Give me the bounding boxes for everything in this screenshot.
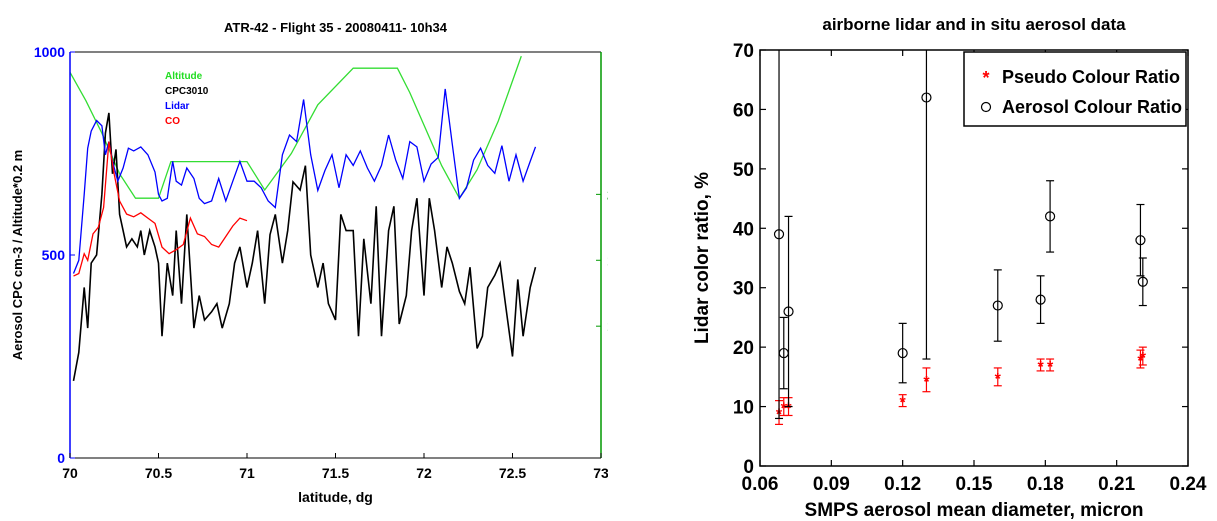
right-y-tick-label: 150 [607,252,608,268]
data-point-star: * [995,371,1002,388]
x-axis-label: SMPS aerosol mean diameter, micron [805,500,1144,521]
left-y-tick-label: 500 [42,247,66,263]
legend-label: Aerosol Colour Ratio [1002,97,1182,117]
right-y-tick-label: 100 [607,318,608,334]
data-point-star: * [781,401,788,418]
legend-marker-star: * [982,68,989,88]
y-tick-label: 40 [733,219,754,240]
y-tick-label: 30 [733,279,754,300]
left-chart-title: ATR-42 - Flight 35 - 20080411- 10h34 [224,20,448,35]
data-point-star: * [1140,350,1147,367]
color-ratio-chart: airborne lidar and in situ aerosol data 0… [692,15,1207,521]
data-point-circle [1135,235,1146,246]
y-tick-label: 10 [733,398,754,419]
legend-label: CO [165,116,180,127]
data-point-circle [1137,276,1148,287]
data-point-circle [783,306,794,317]
series-line-lidar [72,88,537,274]
data-point-circle [921,92,932,103]
x-tick-label: 0.06 [742,474,779,495]
left-y-axis-label: Aerosol CPC cm-3 / Altitude*0.2 m [10,150,25,360]
legend-label: Pseudo Colour Ratio [1002,67,1180,87]
right-y-tick-label: 200 [607,186,608,202]
left-y-tick-label: 0 [57,450,65,466]
data-point-circle [1044,211,1056,222]
legend-label: Lidar [165,101,190,112]
data-point-star: * [1137,353,1144,370]
legend: * Pseudo Colour Ratio Aerosol Colour Ratio [963,51,1187,127]
y-tick-label: 20 [733,338,754,359]
y-tick-label: 0 [743,457,754,478]
series-line-co [73,141,248,277]
legend-box [963,51,1187,127]
x-tick-label: 71 [239,465,255,481]
x-tick-label: 0.09 [813,474,850,495]
data-point-circle [992,300,1003,311]
x-tick-label: 70 [62,465,78,481]
flight-data-chart: ATR-42 - Flight 35 - 20080411- 10h34 70 70… [10,20,608,505]
series-line-altitude [69,55,522,200]
series-line-cpc3010 [72,112,537,382]
data-point-star: * [900,395,907,412]
legend-label: Altitude [165,71,203,82]
x-tick-label: 0.24 [1170,474,1207,495]
x-axis-label: latitude, dg [298,489,373,505]
legend-label: CPC3010 [165,86,209,97]
data-point-circle [1035,294,1046,305]
data-point-circle [897,347,908,359]
x-tick-label: 72 [416,465,432,481]
x-tick-label: 70.5 [145,465,172,481]
x-tick-label: 73 [593,465,608,481]
x-tick-label: 0.15 [956,474,993,495]
y-tick-label: 60 [733,100,754,121]
data-point-star: * [923,374,930,391]
right-chart-title: airborne lidar and in situ aerosol data [822,15,1126,34]
data-point-circle [773,229,785,240]
y-tick-label: 50 [733,160,754,181]
legend-marker-circle [980,101,992,113]
y-tick-label: 70 [733,41,754,62]
data-point-star: * [1047,359,1054,376]
x-tick-label: 0.18 [1027,474,1064,495]
y-axis-label: Lidar color ratio, % [692,172,713,344]
x-tick-label: 0.21 [1098,474,1135,495]
data-point-star: * [785,401,792,418]
x-tick-label: 0.12 [884,474,921,495]
left-y-tick-label: 1000 [34,44,65,60]
data-point-star: * [1037,359,1044,376]
x-tick-label: 72.5 [499,465,526,481]
x-tick-label: 71.5 [322,465,349,481]
